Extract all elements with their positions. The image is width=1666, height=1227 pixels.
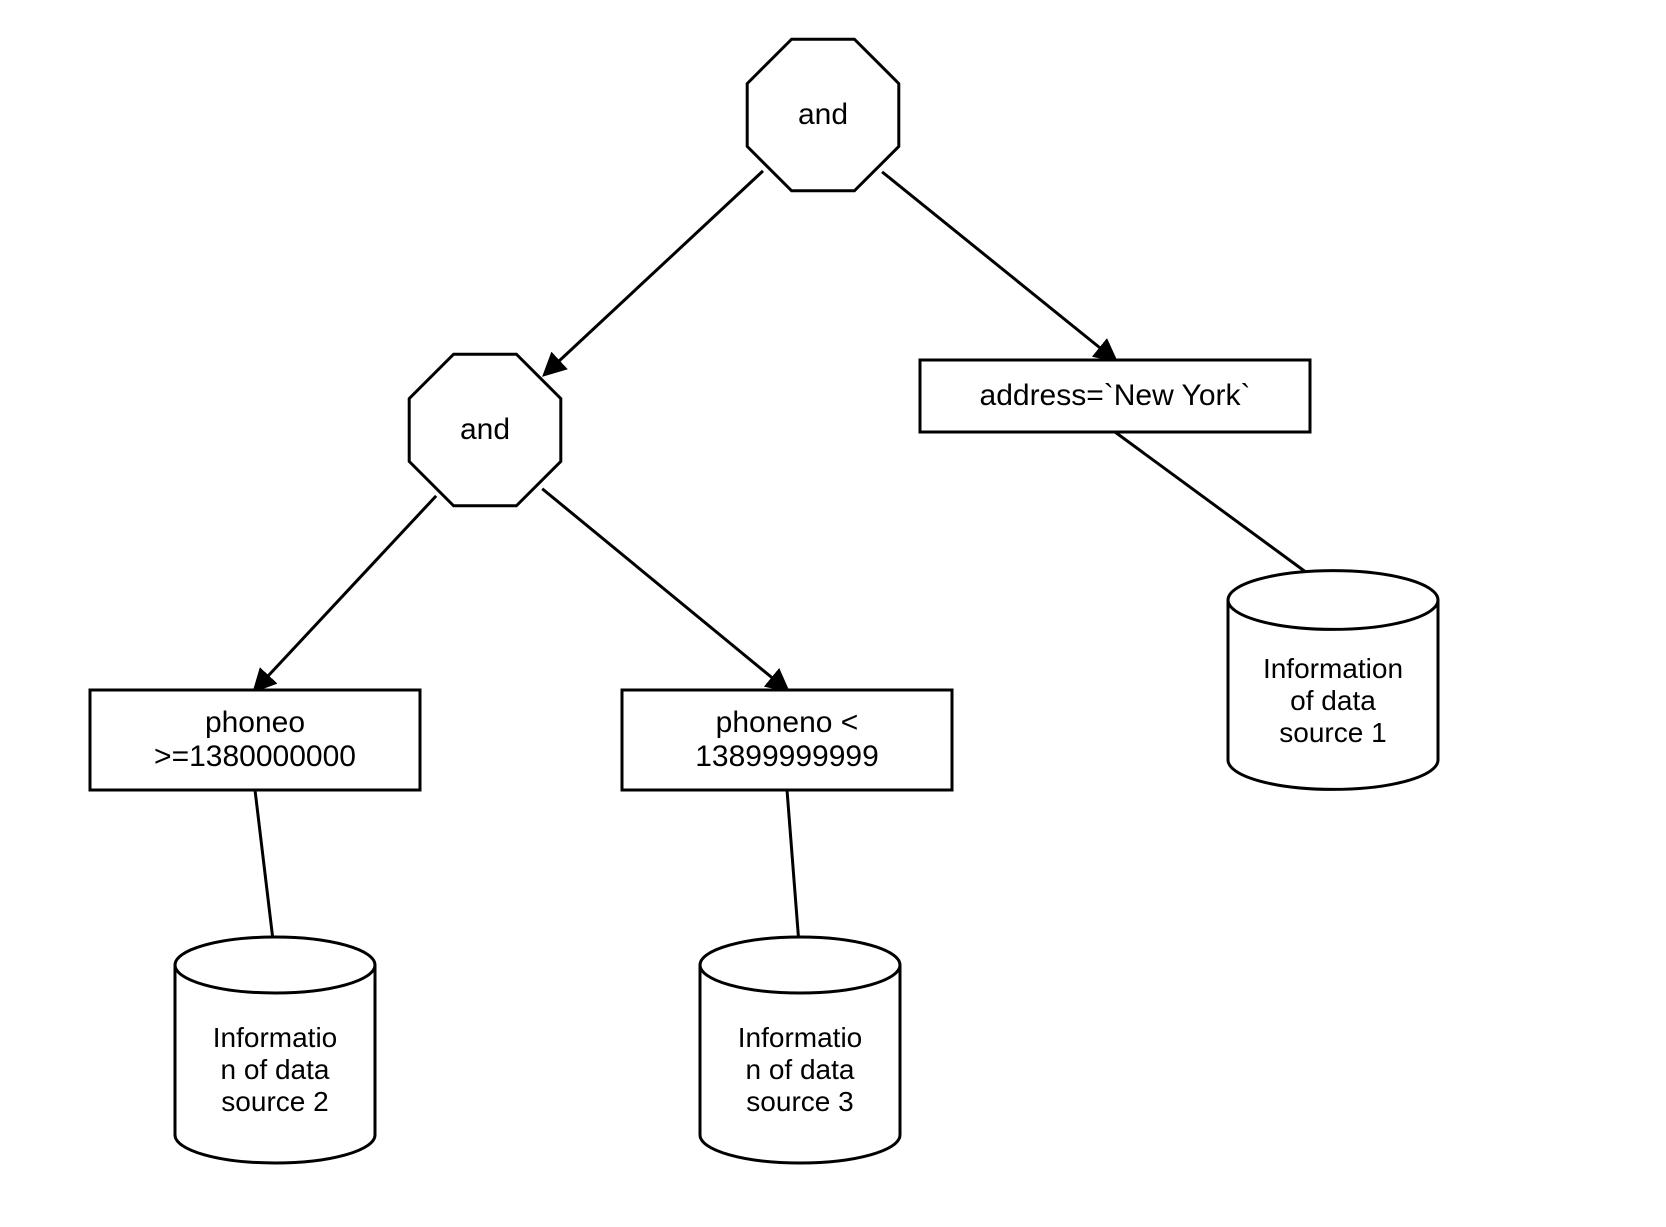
edge-address-db1 xyxy=(1115,432,1333,592)
edge-left_and-phone_ge xyxy=(255,496,436,690)
label-db3: Informatio n of data source 3 xyxy=(705,985,895,1155)
edge-root-address xyxy=(882,172,1115,360)
edge-root-left_and xyxy=(545,171,763,374)
edge-phone_ge-db2 xyxy=(255,790,275,957)
label-root: and xyxy=(757,66,888,164)
label-db2: Informatio n of data source 2 xyxy=(180,985,370,1155)
edge-left_and-phone_lt xyxy=(542,489,787,690)
label-db1: Information of data source 1 xyxy=(1233,621,1433,781)
edge-phone_lt-db3 xyxy=(787,790,800,957)
label-address: address=`New York` xyxy=(920,360,1310,432)
label-phone_lt: phoneno < 13899999999 xyxy=(622,690,952,790)
label-left_and: and xyxy=(419,381,550,479)
label-phone_ge: phoneo >=1380000000 xyxy=(90,690,420,790)
